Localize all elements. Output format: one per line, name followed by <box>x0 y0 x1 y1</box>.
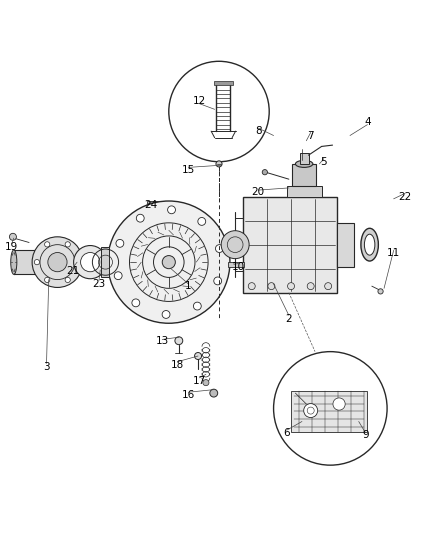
Text: 2: 2 <box>286 314 292 324</box>
Circle shape <box>198 217 206 225</box>
Circle shape <box>304 403 318 417</box>
Circle shape <box>325 282 332 289</box>
Circle shape <box>10 233 16 240</box>
Circle shape <box>248 282 255 289</box>
Text: 23: 23 <box>92 279 106 289</box>
Text: 4: 4 <box>364 117 371 127</box>
Circle shape <box>45 242 50 247</box>
Circle shape <box>214 277 222 285</box>
Bar <box>291 391 367 432</box>
Circle shape <box>221 231 249 259</box>
Circle shape <box>194 302 201 310</box>
Circle shape <box>268 282 275 289</box>
Text: 6: 6 <box>283 429 290 438</box>
Text: 15: 15 <box>182 165 195 175</box>
Circle shape <box>216 161 222 167</box>
Circle shape <box>48 253 67 272</box>
Circle shape <box>108 201 230 323</box>
Bar <box>214 81 233 85</box>
Circle shape <box>194 352 201 359</box>
Text: 16: 16 <box>182 390 195 400</box>
Circle shape <box>34 260 39 265</box>
Circle shape <box>203 379 209 386</box>
Circle shape <box>65 277 71 282</box>
Circle shape <box>65 242 71 247</box>
Bar <box>147 201 166 207</box>
Circle shape <box>307 282 314 289</box>
Text: 21: 21 <box>66 266 79 276</box>
Circle shape <box>288 282 294 289</box>
Circle shape <box>215 245 223 253</box>
Text: 18: 18 <box>171 360 184 370</box>
Bar <box>101 247 109 277</box>
Bar <box>287 185 321 197</box>
Text: 7: 7 <box>307 131 314 141</box>
Ellipse shape <box>361 228 378 261</box>
Circle shape <box>114 272 122 280</box>
Text: 3: 3 <box>43 362 50 372</box>
Text: 9: 9 <box>362 431 369 440</box>
Circle shape <box>132 299 140 307</box>
Text: 8: 8 <box>255 126 261 136</box>
Bar <box>292 164 316 185</box>
Circle shape <box>162 256 175 269</box>
Circle shape <box>75 260 81 265</box>
Circle shape <box>262 169 268 175</box>
Text: 20: 20 <box>252 187 265 197</box>
Ellipse shape <box>295 160 313 167</box>
Circle shape <box>45 277 50 282</box>
Text: 12: 12 <box>193 95 206 106</box>
Circle shape <box>175 337 183 345</box>
Text: 5: 5 <box>321 157 327 167</box>
Circle shape <box>210 389 218 397</box>
Ellipse shape <box>11 250 17 274</box>
Circle shape <box>378 289 383 294</box>
Bar <box>300 153 308 164</box>
Bar <box>337 223 354 266</box>
Circle shape <box>136 214 144 222</box>
Circle shape <box>162 311 170 318</box>
Text: 19: 19 <box>5 242 18 252</box>
Circle shape <box>333 398 345 410</box>
Circle shape <box>81 253 100 272</box>
Text: 1: 1 <box>185 281 192 291</box>
Text: 11: 11 <box>387 248 400 259</box>
Circle shape <box>116 239 124 247</box>
Text: 22: 22 <box>398 192 411 201</box>
Text: 24: 24 <box>145 200 158 211</box>
Circle shape <box>32 237 83 287</box>
Circle shape <box>168 206 176 214</box>
Text: 17: 17 <box>193 376 206 386</box>
Bar <box>228 262 244 266</box>
Text: 10: 10 <box>232 262 245 271</box>
Bar <box>243 197 337 293</box>
Bar <box>14 250 64 274</box>
Ellipse shape <box>364 234 375 255</box>
Text: 13: 13 <box>155 336 169 346</box>
Circle shape <box>74 246 107 279</box>
